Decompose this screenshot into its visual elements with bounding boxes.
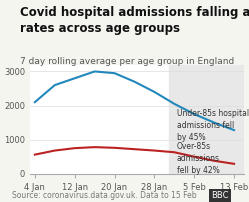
Text: 7 day rolling average per age group in England: 7 day rolling average per age group in E… [20,57,234,66]
Bar [169,65,244,174]
Text: Over-85s
admissions
fell by 42%: Over-85s admissions fell by 42% [177,142,220,175]
Text: Under-85s hospital
admissions fell
by 45%: Under-85s hospital admissions fell by 45… [177,109,249,142]
Text: BBC: BBC [212,191,229,200]
Text: Source: coronavirus.data.gov.uk. Data to 15 Feb: Source: coronavirus.data.gov.uk. Data to… [12,191,197,200]
Text: Covid hospital admissions falling at similar
rates across age groups: Covid hospital admissions falling at sim… [20,6,249,35]
